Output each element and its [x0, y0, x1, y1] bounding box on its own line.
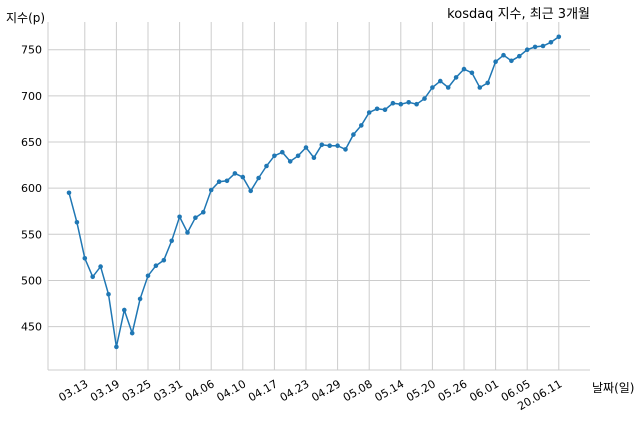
data-point — [248, 188, 253, 194]
data-point — [185, 230, 190, 235]
y-tick-label: 600 — [21, 182, 42, 195]
data-point — [327, 143, 333, 148]
data-point — [122, 307, 127, 313]
data-point — [461, 66, 467, 72]
data-point — [335, 143, 340, 148]
data-point — [509, 58, 514, 64]
data-point — [161, 257, 167, 263]
x-tick-label: 04.29 — [309, 377, 343, 404]
x-tick-label: 04.06 — [183, 377, 217, 404]
data-point — [169, 238, 174, 244]
y-tick-label: 650 — [21, 136, 42, 149]
data-point — [232, 171, 238, 176]
x-tick-label: 04.17 — [246, 377, 280, 404]
data-point — [153, 263, 159, 269]
data-point — [477, 85, 483, 90]
chart-title: kosdaq 지수, 최근 3개월 — [447, 7, 590, 22]
series-group — [66, 34, 562, 350]
data-point — [106, 292, 111, 297]
data-point — [272, 153, 277, 159]
data-point — [66, 190, 72, 196]
x-axis-label: 날짜(일) — [592, 381, 634, 395]
data-point — [82, 255, 88, 261]
data-point — [374, 106, 380, 112]
data-point — [485, 80, 491, 86]
y-axis-label: 지수(p) — [6, 11, 45, 25]
data-point — [540, 43, 546, 49]
x-tick-label: 03.31 — [151, 377, 185, 404]
data-point — [303, 145, 309, 150]
x-tick-label: 03.13 — [57, 377, 91, 404]
data-point — [319, 142, 325, 148]
x-tick-label: 03.19 — [88, 377, 122, 404]
y-tick-label: 500 — [21, 274, 42, 287]
data-point — [556, 34, 562, 40]
y-gridlines — [47, 22, 590, 371]
data-point — [469, 70, 475, 76]
y-axis-ticks: 450 500 550 600 650 700 750 — [21, 44, 42, 334]
data-point — [422, 96, 427, 101]
data-point — [193, 215, 198, 220]
series-line — [68, 36, 560, 348]
data-point — [390, 100, 396, 106]
data-point — [532, 44, 538, 50]
data-point — [493, 59, 498, 64]
data-point — [256, 175, 261, 181]
data-point — [453, 75, 459, 80]
x-tick-label: 05.08 — [341, 377, 375, 404]
data-point — [177, 214, 182, 220]
y-tick-label: 550 — [21, 228, 42, 241]
y-tick-label: 700 — [21, 90, 42, 103]
x-tick-label: 03.25 — [120, 377, 154, 404]
data-point — [90, 274, 95, 280]
x-tick-label: 06.01 — [467, 377, 501, 404]
y-tick-label: 450 — [21, 321, 42, 334]
data-point — [216, 179, 222, 184]
data-point — [264, 163, 269, 169]
data-point — [517, 53, 522, 59]
data-point — [74, 220, 80, 225]
data-point — [438, 78, 443, 84]
data-point — [208, 187, 214, 193]
data-point — [114, 344, 119, 350]
data-point — [430, 85, 435, 90]
data-point — [524, 47, 530, 52]
data-point — [201, 209, 206, 215]
data-point — [287, 159, 293, 164]
data-point — [398, 101, 404, 107]
data-point — [145, 273, 151, 279]
data-point — [382, 107, 388, 112]
data-point — [129, 330, 135, 336]
data-point — [414, 101, 419, 107]
data-point — [548, 40, 554, 45]
data-point — [351, 132, 356, 137]
data-point — [501, 52, 506, 58]
x-tick-label: 04.23 — [278, 377, 312, 404]
data-point — [224, 178, 230, 184]
data-point — [343, 147, 348, 152]
y-tick-label: 750 — [21, 44, 42, 57]
x-axis-ticks: 03.1303.1903.2503.3104.0604.1004.1704.23… — [57, 377, 565, 413]
data-point — [311, 155, 317, 160]
data-point — [406, 100, 412, 105]
data-point — [295, 153, 301, 159]
x-gridlines — [84, 22, 560, 370]
data-point — [98, 264, 103, 269]
data-point — [280, 149, 285, 155]
x-tick-label: 05.26 — [436, 377, 470, 404]
x-tick-label: 04.10 — [215, 377, 249, 404]
x-tick-label: 05.14 — [373, 377, 407, 404]
data-point — [137, 296, 143, 302]
data-point — [240, 174, 246, 180]
data-point — [359, 123, 364, 128]
data-point — [366, 110, 372, 115]
x-tick-label: 05.20 — [404, 377, 438, 404]
data-point — [445, 85, 451, 90]
